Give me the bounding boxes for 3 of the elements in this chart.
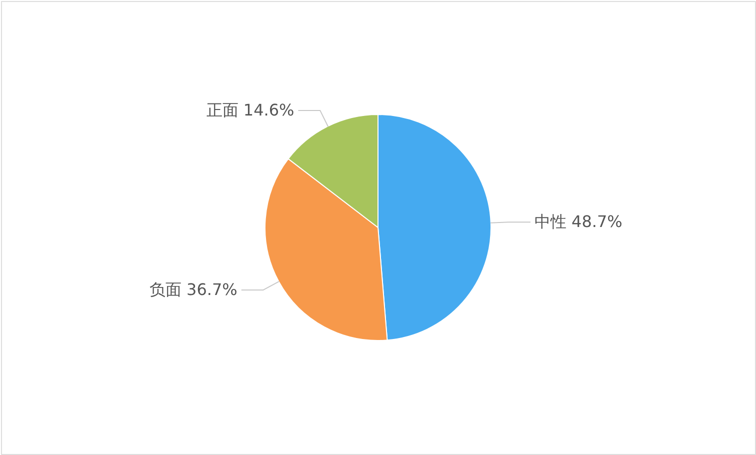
- slice-label: 中性 48.7%: [534, 212, 622, 232]
- slice-label: 正面 14.6%: [206, 100, 294, 120]
- slice-label: 负面 36.7%: [149, 280, 238, 299]
